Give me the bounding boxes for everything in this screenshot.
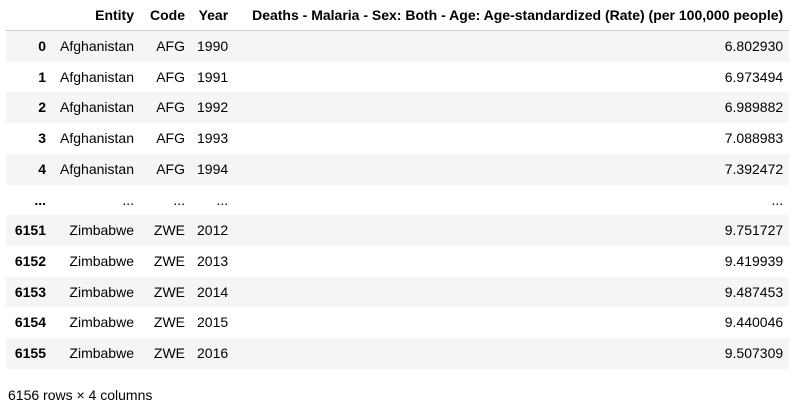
table-body: 0 Afghanistan AFG 1990 6.802930 1 Afghanistan A…	[6, 30, 790, 369]
cell-entity: Afghanistan	[60, 160, 134, 177]
table-row: 6152 Zimbabwe ZWE 2013 9.419939	[6, 245, 790, 277]
cell-year: 1992	[197, 99, 229, 116]
cell-code: ZWE	[153, 222, 185, 239]
row-index: 6153	[14, 283, 46, 300]
cell-code: ZWE	[153, 345, 185, 362]
cell-entity: Afghanistan	[60, 38, 134, 54]
cell-year: 2016	[197, 345, 229, 362]
cell-code: AFG	[156, 130, 185, 147]
cell-rate: 9.751727	[724, 222, 784, 239]
column-header-year: Year	[191, 0, 235, 31]
cell-entity: Zimbabwe	[69, 222, 134, 239]
cell-code: ...	[173, 191, 185, 208]
cell-entity: Afghanistan	[60, 99, 134, 116]
cell-rate: 7.392472	[724, 160, 784, 177]
cell-code: ZWE	[153, 283, 185, 300]
row-index: 6152	[14, 252, 46, 269]
table-row: 1 Afghanistan AFG 1991 6.973494	[6, 61, 790, 93]
cell-code: AFG	[156, 99, 185, 116]
cell-year: 2014	[197, 283, 229, 300]
table-row: 6155 Zimbabwe ZWE 2016 9.507309	[6, 338, 790, 369]
row-index: 2	[38, 99, 46, 116]
cell-year: 1991	[197, 68, 229, 85]
cell-entity: ...	[122, 191, 134, 208]
cell-year: ...	[216, 191, 229, 208]
cell-entity: Zimbabwe	[69, 283, 134, 300]
cell-code: ZWE	[153, 252, 185, 269]
cell-entity: Zimbabwe	[69, 314, 134, 331]
cell-entity: Zimbabwe	[69, 252, 134, 269]
row-index: 6154	[14, 314, 46, 331]
table-row: 4 Afghanistan AFG 1994 7.392472	[6, 153, 790, 185]
cell-year: 1994	[197, 160, 229, 177]
cell-entity: Afghanistan	[60, 130, 134, 147]
table-row: 6153 Zimbabwe ZWE 2014 9.487453	[6, 276, 790, 308]
table-row-ellipsis: ...............	[6, 184, 790, 216]
cell-rate: 6.973494	[724, 68, 784, 85]
cell-year: 2012	[197, 222, 229, 239]
column-header-code: Code	[140, 0, 191, 31]
row-index: 1	[38, 68, 46, 85]
cell-code: AFG	[156, 160, 185, 177]
table-row: 0 Afghanistan AFG 1990 6.802930	[6, 30, 790, 62]
cell-code: ZWE	[153, 314, 185, 331]
column-header-index	[6, 0, 52, 31]
dataframe-table: Entity Code Year Deaths - Malaria - Sex:…	[6, 0, 790, 369]
cell-rate: 9.419939	[724, 252, 784, 269]
table-row: 2 Afghanistan AFG 1992 6.989882	[6, 92, 790, 124]
table-row: 3 Afghanistan AFG 1993 7.088983	[6, 123, 790, 154]
cell-rate: 9.440046	[724, 314, 784, 331]
row-index: 3	[38, 130, 46, 147]
cell-year: 2015	[197, 314, 229, 331]
cell-rate: ...	[771, 191, 784, 208]
cell-rate: 9.487453	[724, 283, 784, 300]
cell-year: 1990	[197, 38, 229, 54]
row-index: 6151	[14, 222, 46, 239]
row-index: ...	[34, 191, 46, 208]
row-index: 0	[38, 38, 46, 54]
cell-rate: 6.802930	[724, 38, 784, 54]
cell-entity: Zimbabwe	[69, 345, 134, 362]
column-header-rate: Deaths - Malaria - Sex: Both - Age: Age-…	[234, 0, 790, 31]
table-row: 6154 Zimbabwe ZWE 2015 9.440046	[6, 307, 790, 339]
header-row: Entity Code Year Deaths - Malaria - Sex:…	[6, 0, 790, 31]
cell-code: AFG	[156, 38, 185, 54]
cell-rate: 7.088983	[724, 130, 784, 147]
cell-code: AFG	[156, 68, 185, 85]
cell-year: 2013	[197, 252, 229, 269]
table-row: 6151 Zimbabwe ZWE 2012 9.751727	[6, 215, 790, 246]
row-index: 6155	[14, 345, 46, 362]
cell-rate: 9.507309	[724, 345, 784, 362]
cell-rate: 6.989882	[724, 99, 784, 116]
row-index: 4	[38, 160, 46, 177]
cell-year: 1993	[197, 130, 229, 147]
column-header-entity: Entity	[52, 0, 140, 31]
cell-entity: Afghanistan	[60, 68, 134, 85]
dataframe-shape-label: 6156 rows × 4 columns	[8, 387, 153, 403]
